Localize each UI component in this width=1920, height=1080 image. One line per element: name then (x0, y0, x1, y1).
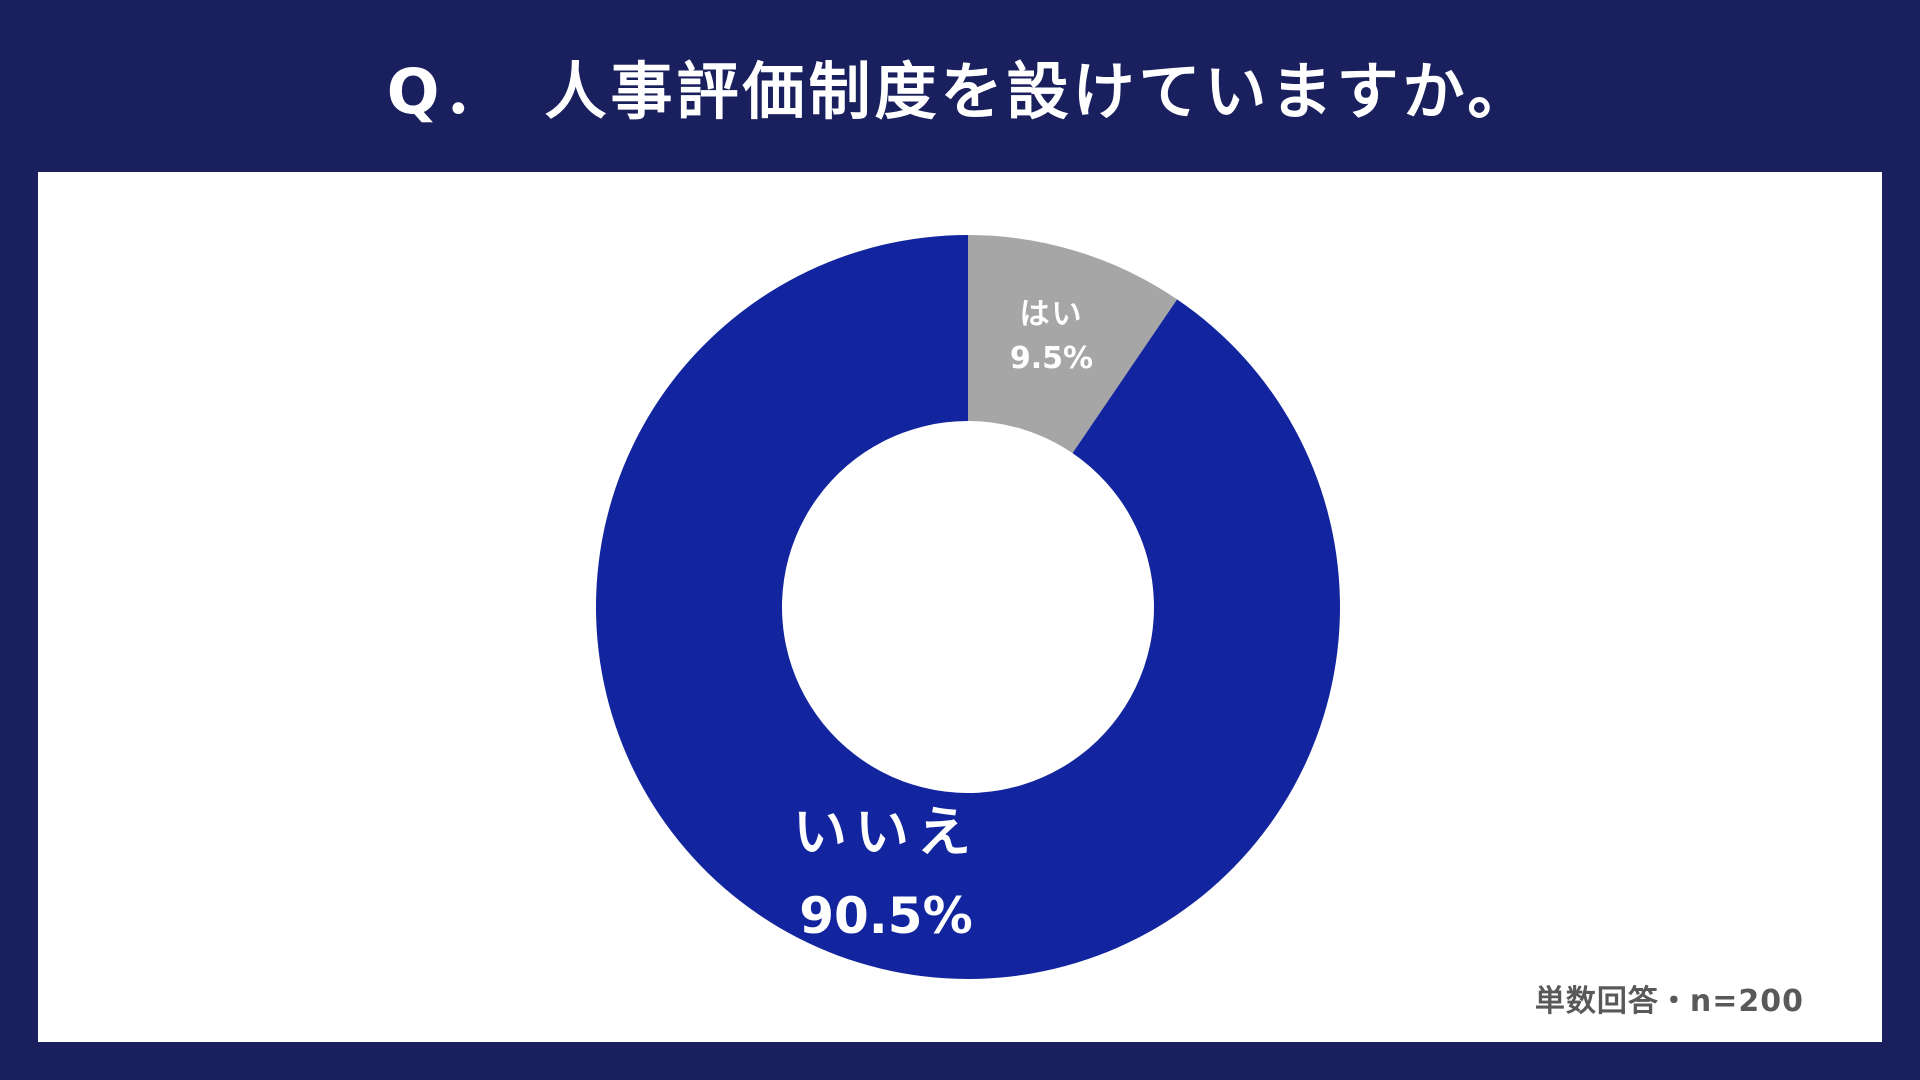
slice-label-1: いいえ (793, 801, 979, 864)
slice-1 (595, 235, 1340, 979)
slice-label-0: はい (1020, 297, 1084, 332)
slice-value-1: 90.5% (799, 887, 972, 945)
slice-0 (968, 235, 1178, 454)
sample-note: 単数回答・n=200 (1534, 984, 1804, 1019)
chart-panel: はい 9.5% いいえ 90.5% 単数回答・n=200 (38, 172, 1882, 1042)
slice-value-0: 9.5% (1010, 341, 1093, 376)
donut-chart: はい 9.5% いいえ 90.5% (595, 235, 1340, 979)
chart-title: Q． 人事評価制度を設けていますか。 (386, 55, 1534, 128)
